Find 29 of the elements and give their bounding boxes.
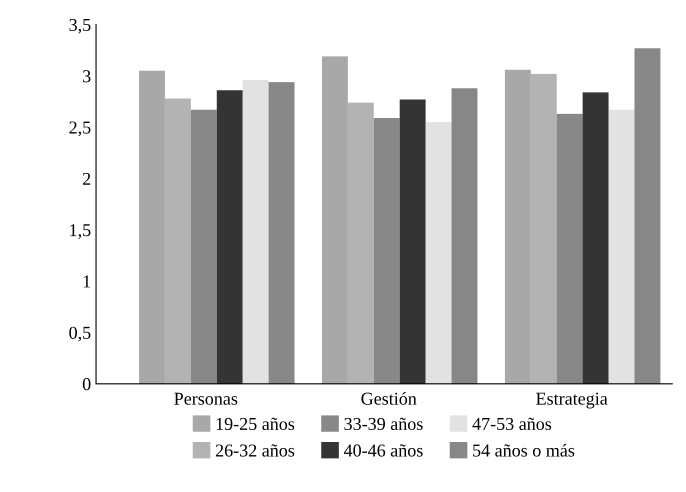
bar — [190, 110, 217, 384]
legend-label: 54 años o más — [473, 444, 574, 457]
bar — [242, 80, 269, 384]
bar — [374, 118, 400, 384]
legend-label: 26-32 años — [216, 444, 294, 457]
bar — [582, 92, 609, 384]
y-tick-label: 3 — [83, 70, 90, 82]
y-tick-label: 0,5 — [69, 326, 90, 342]
y-tick-label: 3,5 — [69, 18, 90, 34]
y-tick-label: 1 — [84, 275, 90, 288]
legend-label: 19-25 años — [216, 418, 294, 430]
bar — [216, 90, 243, 384]
bar — [452, 88, 478, 384]
x-tick-label: Gestión — [361, 392, 417, 405]
bar — [268, 82, 295, 384]
legend-label: 47-53 años — [472, 418, 552, 430]
y-tick-label: 2,5 — [69, 122, 90, 136]
x-tick-label: Personas — [174, 392, 238, 405]
bar — [426, 122, 452, 384]
y-tick-label: 1,5 — [70, 224, 90, 239]
bar — [634, 48, 660, 384]
legend-label: 40-46 años — [344, 444, 423, 457]
y-tick-label: 0 — [82, 378, 90, 390]
y-tick-label: 2 — [82, 172, 90, 185]
legend-label: 33-39 años — [344, 418, 423, 430]
bar — [400, 100, 426, 384]
bar — [608, 110, 634, 384]
bar — [556, 114, 583, 384]
x-tick-label: Estrategia — [536, 392, 608, 408]
